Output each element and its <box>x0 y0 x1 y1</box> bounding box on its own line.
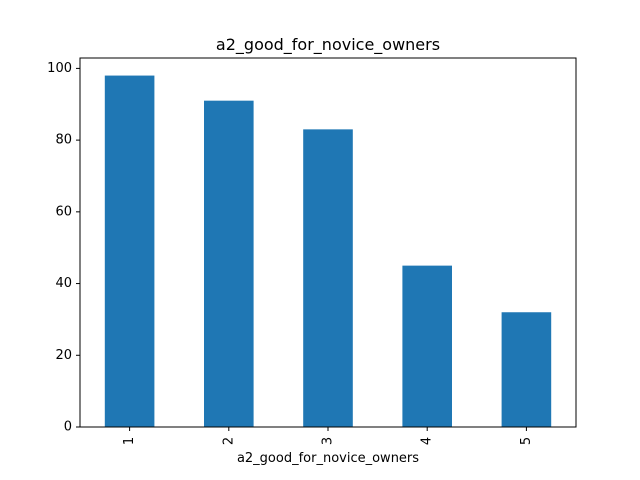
x-tick-label: 4 <box>420 437 435 445</box>
y-tick-label: 60 <box>55 204 72 219</box>
x-tick-label: 2 <box>221 437 236 445</box>
chart-title: a2_good_for_novice_owners <box>216 35 440 55</box>
bar-3 <box>303 129 353 428</box>
axes-frame <box>79 57 577 428</box>
x-tick-label: 3 <box>321 437 336 445</box>
y-tick-label: 100 <box>47 61 72 76</box>
y-tick-label: 0 <box>64 420 72 435</box>
y-tick-label: 40 <box>55 276 72 291</box>
x-axis-label: a2_good_for_novice_owners <box>237 451 419 466</box>
bar-2 <box>204 100 254 428</box>
x-tick-label: 5 <box>519 437 534 445</box>
y-tick-label: 20 <box>55 348 72 363</box>
y-tick-label: 80 <box>55 133 72 148</box>
plot-area: 1 2 3 4 5 0 20 40 60 80 100 <box>47 61 552 445</box>
x-tick-label: 1 <box>122 437 137 445</box>
bar-5 <box>501 312 552 427</box>
bar-4 <box>402 265 452 427</box>
bar-1 <box>104 75 155 427</box>
